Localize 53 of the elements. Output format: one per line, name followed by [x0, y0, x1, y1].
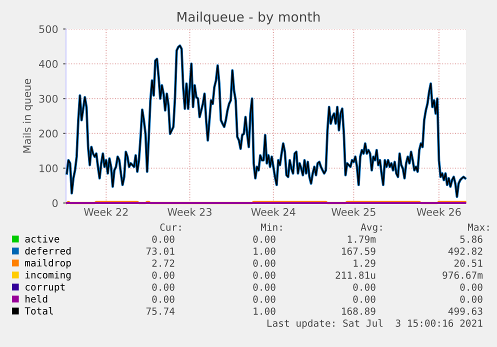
text: 0.00: [253, 271, 276, 279]
text: 0.00: [152, 295, 174, 303]
x-tick-label: Week 22: [84, 208, 128, 216]
text: Last update: Sat Jul 3 15:00:16 2021: [267, 319, 482, 329]
text: 0.00: [253, 283, 276, 291]
y-tick-label: 300: [39, 94, 58, 103]
text: 20.51: [454, 259, 482, 267]
text: 0.00: [253, 295, 276, 303]
legend-label: held: [26, 295, 48, 303]
y-tick-label: 200: [39, 130, 58, 138]
x-tick-label: Week 26: [416, 208, 461, 216]
legend-label: maildrop: [25, 258, 71, 268]
text: 0.00: [253, 259, 276, 267]
text: 1.29: [354, 259, 376, 267]
text: Min:: [260, 223, 282, 231]
text: 0.00: [460, 283, 482, 291]
legend-label: Total: [24, 307, 53, 315]
x-tick-label: Week 24: [251, 208, 296, 216]
text: 1.79m: [348, 235, 376, 243]
y-tick-label: 100: [40, 164, 58, 172]
text: 0.00: [353, 283, 376, 291]
text: 0.00: [152, 235, 174, 243]
text: Avg:: [360, 224, 382, 233]
text: 0.00: [152, 283, 174, 291]
text: 492.82: [448, 247, 482, 255]
y-tick-label: 0: [52, 199, 58, 208]
text: 168.89: [342, 307, 376, 315]
text: 499.63: [448, 307, 482, 315]
legend-label: incoming: [25, 271, 71, 280]
text: 1.00: [254, 307, 276, 315]
chart-title: Mailqueue - by month: [178, 12, 320, 24]
text: 0.00: [460, 295, 482, 303]
text: 1.00: [254, 247, 276, 255]
text: 5.86: [460, 235, 482, 243]
text: 0.00: [353, 295, 376, 303]
text: 0.00: [253, 235, 276, 243]
legend-label: deferred: [25, 247, 71, 255]
y-tick-label: 400: [38, 60, 58, 68]
text: 75.74: [146, 308, 175, 315]
y-axis-title: Mails in queue: [22, 78, 33, 153]
legend-label: corrupt: [26, 284, 65, 292]
text: 167.59: [342, 247, 376, 255]
legend-label: active: [25, 235, 60, 243]
text: 976.67m: [442, 271, 483, 279]
text: 2.72: [152, 259, 174, 267]
text: 211.81u: [336, 271, 376, 279]
text: 73.01: [146, 247, 174, 255]
text: 0.00: [152, 271, 174, 279]
text: Cur:: [160, 223, 181, 231]
y-tick-label: 500: [39, 25, 58, 34]
text: Max:: [468, 224, 489, 231]
x-tick-label: Week 25: [332, 208, 376, 216]
x-tick-label: Week 23: [168, 208, 212, 216]
